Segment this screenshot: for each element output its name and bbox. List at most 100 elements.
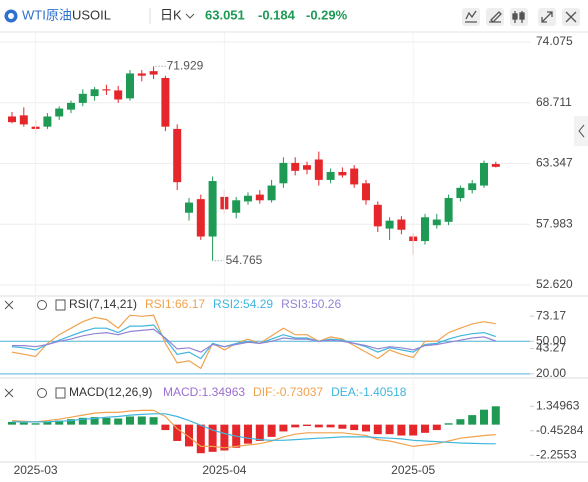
lock-icon[interactable] [55,387,66,399]
candle-body [173,128,182,183]
macd-line [12,413,496,445]
tool-button[interactable] [486,8,504,26]
macd-bar [279,424,288,432]
x-tick-label: 2025-03 [14,463,58,477]
y-tick-label: 43.27 [536,341,566,355]
macd-bar [444,423,453,425]
side-tab-arrow [578,124,585,138]
indicator-title: MACD(12,26,9) [69,385,152,399]
indicator-title: RSI(7,14,21) [69,297,137,311]
y-tick-label: 50.00 [536,333,566,347]
last-price: 63.051 [205,7,245,22]
macd-bar [350,424,359,431]
y-tick-label: 73.17 [536,308,566,322]
legend-entry: RSI1:66.17 [145,297,205,311]
fullscreen-icon [541,11,553,23]
candle-body [137,73,146,76]
candle-body [362,183,370,201]
candle-body [43,116,52,127]
macd-bar [31,423,40,425]
macd-bar [468,415,477,425]
candle-body [432,219,441,226]
macd-bar [491,406,500,425]
macd-bar [19,422,28,425]
candle-body [491,164,500,167]
candle-body [456,187,465,199]
candle-body [196,199,205,237]
macd-bar [78,417,87,425]
candle-body [161,77,170,127]
candle-body [314,159,323,180]
tool-button[interactable] [462,8,480,26]
macd-bar [421,424,429,433]
macd-bar [185,424,193,447]
close-indicator[interactable] [4,388,14,398]
macd-bar [114,418,123,425]
macd-bar [373,424,382,435]
legend-entry: DIF:-0.73037 [253,385,323,399]
macd-bar [456,419,465,425]
candle-body [350,168,359,185]
candle-body [267,185,276,201]
candle-icon-body [512,13,518,20]
y-tick-label: 57.983 [536,216,573,230]
candle-body [279,162,288,184]
candle-body [338,171,347,176]
macd-bar [161,424,170,431]
macd-bar [362,424,370,432]
toolbar [462,8,580,26]
candle-body [244,195,252,202]
y-tick-label: -0.45284 [536,423,584,437]
macd-bar [244,424,252,444]
candle-body [78,93,87,103]
dropdown-arrow [185,13,195,19]
candle-body [373,204,382,227]
macd-bar [43,421,52,425]
y-tick-label: 63.347 [536,156,573,170]
legend-entry: RSI2:54.29 [213,297,273,311]
side-tab[interactable] [574,116,588,146]
macd-bar [196,424,205,454]
price-change-pct: -0.29% [306,7,348,22]
settings-icon[interactable] [37,300,47,310]
candle-body [480,162,488,186]
macd-bar [8,421,16,425]
x-tick-label: 2025-04 [202,463,246,477]
lock-icon[interactable] [55,299,66,311]
settings-icon[interactable] [37,388,47,398]
high-annotation: 71.929 [167,58,204,72]
candle-body [126,73,134,99]
macd-bar [90,417,99,425]
macd-bar [220,424,229,451]
macd-bar [480,409,488,425]
rsi-line [12,328,496,353]
draw-icon [489,11,502,23]
low-annotation: 54.765 [226,253,263,267]
candle-body [397,219,406,230]
macd-bar [102,417,111,425]
macd-bar [397,424,406,436]
macd-bar [409,424,418,436]
candle-body [232,200,241,213]
macd-bar [314,424,323,428]
close-indicator[interactable] [4,300,14,310]
close-icon [565,11,577,23]
y-tick-label: 68.711 [536,95,572,109]
macd-line [11,409,496,449]
legend-entry: DEA:-1.40518 [331,385,407,399]
macd-bar [385,424,394,435]
candle-body [19,115,28,125]
candle-body [385,220,394,229]
candle-icon-body [519,12,525,20]
legend-entry: RSI3:50.26 [281,297,341,311]
candle-body [326,171,335,180]
macd-bar [291,424,300,428]
y-tick-label: 20.00 [536,366,566,380]
macd-bar [149,417,158,425]
macd-bar [338,424,347,429]
indicator-icon [465,10,477,23]
period[interactable]: 日K [160,7,182,22]
candle-body [55,108,64,117]
